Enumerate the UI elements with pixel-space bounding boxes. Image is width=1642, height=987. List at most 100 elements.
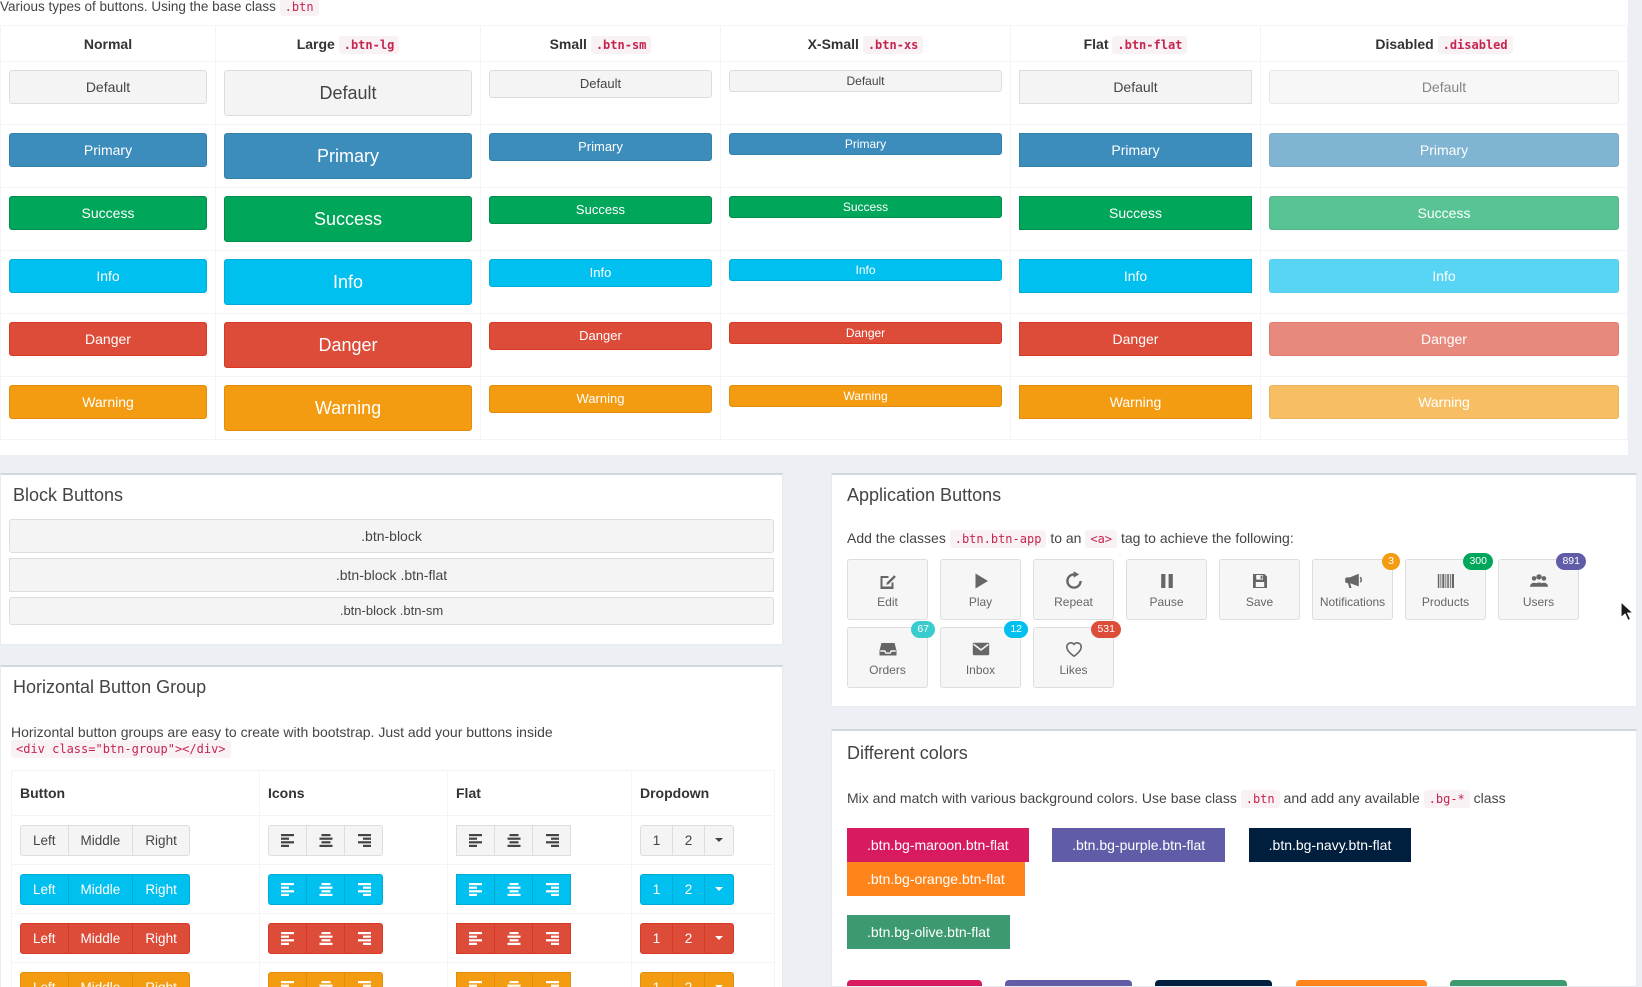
align-center-button[interactable] [306, 971, 345, 987]
success-flat-button[interactable]: Success [1019, 196, 1252, 230]
dropdown-option-1-button[interactable]: 1 [640, 971, 673, 987]
default-xsmall-button[interactable]: Default [729, 70, 1002, 92]
info-small-button[interactable]: Info [489, 259, 712, 287]
primary-normal-button[interactable]: Primary [9, 133, 207, 167]
likes-app-button[interactable]: 531 Likes [1033, 621, 1121, 688]
default-disabled-button[interactable]: Default [1269, 70, 1619, 104]
bg-olive-flat-button[interactable]: .btn.bg-olive.btn-flat [847, 915, 1010, 949]
bg-orange-button[interactable]: .btn.bg-orange [1295, 980, 1427, 986]
danger-small-button[interactable]: Danger [489, 322, 712, 350]
align-center-button[interactable] [494, 873, 533, 905]
middle-button[interactable]: Middle [67, 971, 134, 987]
align-right-button[interactable] [344, 873, 383, 905]
middle-button[interactable]: Middle [67, 922, 134, 954]
bg-orange-flat-button[interactable]: .btn.bg-orange.btn-flat [847, 862, 1025, 896]
align-right-button[interactable] [532, 971, 571, 987]
danger-xsmall-button[interactable]: Danger [729, 322, 1002, 344]
dropdown-toggle-button[interactable] [704, 824, 734, 856]
warning-xsmall-button[interactable]: Warning [729, 385, 1002, 407]
align-right-button[interactable] [532, 922, 571, 954]
dropdown-option-2-button[interactable]: 2 [672, 824, 705, 856]
success-small-button[interactable]: Success [489, 196, 712, 224]
info-flat-button[interactable]: Info [1019, 259, 1252, 293]
dropdown-option-2-button[interactable]: 2 [672, 873, 705, 905]
left-button[interactable]: Left [20, 971, 69, 987]
bg-purple-flat-button[interactable]: .btn.bg-purple.btn-flat [1052, 828, 1226, 862]
right-button[interactable]: Right [132, 873, 190, 905]
warning-disabled-button[interactable]: Warning [1269, 385, 1619, 419]
warning-large-button[interactable]: Warning [224, 385, 472, 431]
primary-large-button[interactable]: Primary [224, 133, 472, 179]
default-flat-button[interactable]: Default [1019, 70, 1252, 104]
primary-disabled-button[interactable]: Primary [1269, 133, 1619, 167]
dropdown-option-1-button[interactable]: 1 [640, 873, 673, 905]
right-button[interactable]: Right [132, 922, 190, 954]
warning-small-button[interactable]: Warning [489, 385, 712, 413]
right-button[interactable]: Right [132, 971, 190, 987]
align-left-button[interactable] [268, 922, 307, 954]
info-disabled-button[interactable]: Info [1269, 259, 1619, 293]
right-button[interactable]: Right [132, 824, 190, 856]
middle-button[interactable]: Middle [67, 824, 134, 856]
info-large-button[interactable]: Info [224, 259, 472, 305]
align-right-button[interactable] [532, 824, 571, 856]
align-left-button[interactable] [456, 922, 495, 954]
success-large-button[interactable]: Success [224, 196, 472, 242]
bg-olive-button[interactable]: .btn.bg-olive [1450, 980, 1567, 986]
align-left-button[interactable] [456, 971, 495, 987]
save-app-button[interactable]: Save [1219, 559, 1300, 620]
align-center-button[interactable] [494, 922, 533, 954]
orders-app-button[interactable]: 67 Orders [847, 621, 935, 688]
btn-block-button[interactable]: .btn-block [9, 519, 774, 553]
align-right-button[interactable] [344, 824, 383, 856]
align-left-button[interactable] [268, 873, 307, 905]
dropdown-option-1-button[interactable]: 1 [640, 922, 673, 954]
left-button[interactable]: Left [20, 922, 69, 954]
default-large-button[interactable]: Default [224, 70, 472, 116]
inbox-app-button[interactable]: 12 Inbox [940, 621, 1028, 688]
bg-navy-flat-button[interactable]: .btn.bg-navy.btn-flat [1248, 828, 1412, 862]
left-button[interactable]: Left [20, 873, 69, 905]
warning-normal-button[interactable]: Warning [9, 385, 207, 419]
danger-flat-button[interactable]: Danger [1019, 322, 1252, 356]
edit-app-button[interactable]: Edit [847, 559, 928, 620]
dropdown-option-1-button[interactable]: 1 [640, 824, 673, 856]
btn-block-flat-button[interactable]: .btn-block .btn-flat [9, 558, 774, 592]
repeat-app-button[interactable]: Repeat [1033, 559, 1114, 620]
align-center-button[interactable] [306, 922, 345, 954]
dropdown-option-2-button[interactable]: 2 [672, 971, 705, 987]
align-center-button[interactable] [494, 971, 533, 987]
middle-button[interactable]: Middle [67, 873, 134, 905]
dropdown-toggle-button[interactable] [704, 873, 734, 905]
align-right-button[interactable] [532, 873, 571, 905]
bg-maroon-flat-button[interactable]: .btn.bg-maroon.btn-flat [847, 828, 1029, 862]
success-normal-button[interactable]: Success [9, 196, 207, 230]
align-right-button[interactable] [344, 971, 383, 987]
primary-small-button[interactable]: Primary [489, 133, 712, 161]
align-left-button[interactable] [456, 873, 495, 905]
align-center-button[interactable] [494, 824, 533, 856]
bg-purple-button[interactable]: .btn.bg-purple [1005, 980, 1132, 986]
warning-flat-button[interactable]: Warning [1019, 385, 1252, 419]
align-left-button[interactable] [268, 971, 307, 987]
btn-block-sm-button[interactable]: .btn-block .btn-sm [9, 597, 774, 625]
dropdown-toggle-button[interactable] [704, 922, 734, 954]
danger-large-button[interactable]: Danger [224, 322, 472, 368]
left-button[interactable]: Left [20, 824, 69, 856]
info-normal-button[interactable]: Info [9, 259, 207, 293]
success-xsmall-button[interactable]: Success [729, 196, 1002, 218]
dropdown-toggle-button[interactable] [704, 971, 734, 987]
success-disabled-button[interactable]: Success [1269, 196, 1619, 230]
bg-maroon-button[interactable]: .btn.bg-maroon [847, 980, 982, 986]
primary-flat-button[interactable]: Primary [1019, 133, 1252, 167]
products-app-button[interactable]: 300 Products [1405, 553, 1493, 620]
danger-normal-button[interactable]: Danger [9, 322, 207, 356]
default-small-button[interactable]: Default [489, 70, 712, 98]
align-center-button[interactable] [306, 824, 345, 856]
align-left-button[interactable] [268, 824, 307, 856]
align-left-button[interactable] [456, 824, 495, 856]
pause-app-button[interactable]: Pause [1126, 559, 1207, 620]
bg-navy-button[interactable]: .btn.bg-navy [1155, 980, 1273, 986]
dropdown-option-2-button[interactable]: 2 [672, 922, 705, 954]
align-center-button[interactable] [306, 873, 345, 905]
